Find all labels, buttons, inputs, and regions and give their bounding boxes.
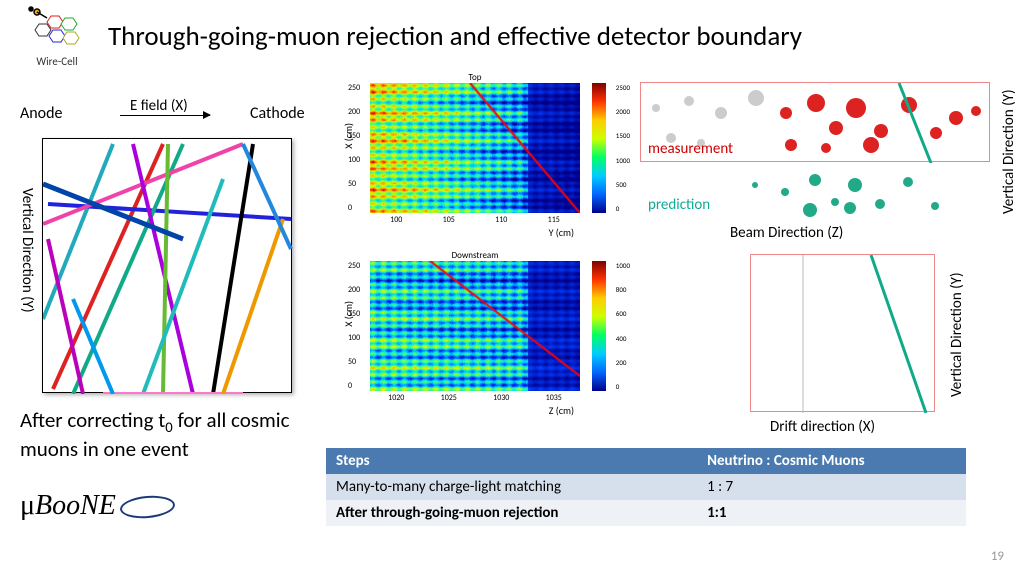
drift-direction-label: Drift direction (X) xyxy=(770,418,875,436)
cathode-label: Cathode xyxy=(250,104,305,123)
vertical-y-label-3: Vertical Direction (Y) xyxy=(948,260,966,410)
wirecell-logo: Wire-Cell xyxy=(12,6,102,78)
vertical-y-label-2: Vertical Direction (Y) xyxy=(1000,82,1018,222)
anode-label: Anode xyxy=(20,104,62,123)
page-title: Through-going-muon rejection and effecti… xyxy=(108,20,802,53)
beam-direction-label: Beam Direction (Z) xyxy=(730,224,843,242)
tracks-plot xyxy=(42,138,292,393)
drift-plot xyxy=(750,254,935,412)
uboone-logo: μBooNE xyxy=(20,490,116,522)
uboone-ellipse xyxy=(119,494,176,521)
prediction-label: prediction xyxy=(648,196,710,214)
page-number: 19 xyxy=(991,549,1004,564)
heatmap-top: Top X (cm) 050100150200250 100105110115 … xyxy=(340,72,610,232)
logo-label: Wire-Cell xyxy=(12,55,102,68)
efield-label: E field (X) xyxy=(130,97,188,115)
heatmap-bottom: Downstream X (cm) 050100150200250 102010… xyxy=(340,250,610,418)
efield-arrow xyxy=(120,115,210,116)
caption: After correcting t0 for all cosmic muons… xyxy=(20,408,310,462)
vertical-y-label-1: Vertical Direction (Y) xyxy=(18,170,36,330)
measurement-label: measurement xyxy=(648,140,733,158)
steps-table: StepsNeutrino : Cosmic Muons Many-to-man… xyxy=(326,448,966,526)
